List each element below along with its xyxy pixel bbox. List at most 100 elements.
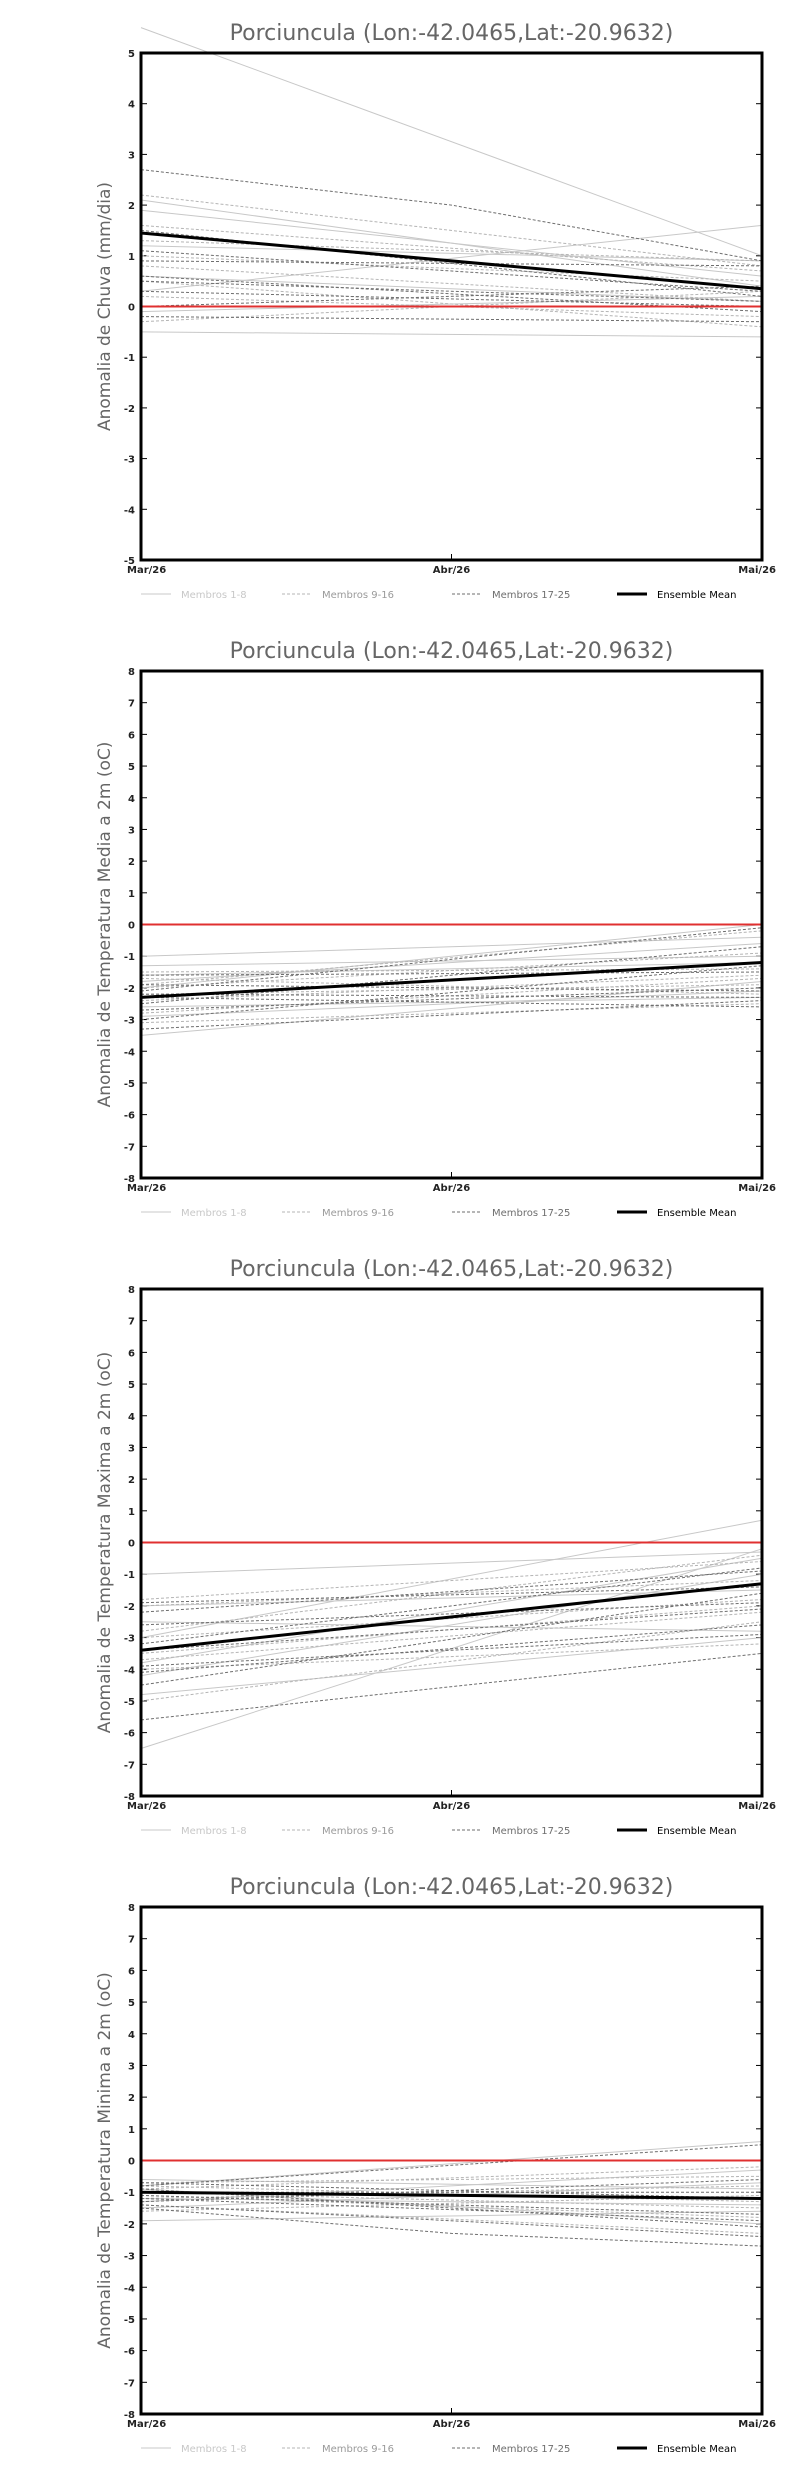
legend-label: Membros 1-8 (181, 1208, 247, 1219)
y-tick-label: 5 (128, 762, 135, 773)
y-tick-label: -1 (124, 2188, 135, 2199)
y-tick-label: -5 (124, 1079, 135, 1090)
member-line (140, 952, 763, 989)
y-tick-label: -4 (124, 505, 135, 516)
member-line (140, 1519, 763, 1639)
tmean-chart: Porciuncula (Lon:-42.0465,Lat:-20.9632) A… (0, 618, 800, 1236)
y-tick-label: -1 (124, 952, 135, 963)
y-tick-label: -4 (124, 1665, 135, 1676)
member-line (140, 943, 763, 982)
member-line (140, 2169, 763, 2203)
y-tick-label: 0 (128, 2157, 135, 2168)
member-line (140, 1621, 763, 1632)
x-tick-label: Abr/26 (433, 565, 470, 576)
y-tick-label: -5 (124, 1697, 135, 1708)
y-tick-label: -4 (124, 1047, 135, 1058)
legend-label: Ensemble Mean (657, 590, 736, 601)
y-tick-label: -8 (124, 1174, 135, 1185)
ensemble-mean-line (140, 2190, 763, 2200)
y-tick-label: 3 (128, 150, 135, 161)
x-tick-label: Mar/26 (127, 565, 166, 576)
member-line (140, 987, 763, 1011)
member-line (140, 984, 763, 992)
member-line (140, 1643, 763, 1670)
x-tick-label: Mai/26 (738, 1801, 776, 1812)
member-line (140, 962, 763, 976)
member-line (140, 255, 763, 282)
member-line (140, 280, 763, 328)
member-line (140, 1561, 763, 1600)
y-tick-label: 6 (128, 1966, 135, 1977)
y-tick-label: -3 (124, 2252, 135, 2263)
legend-label: Membros 9-16 (322, 590, 394, 601)
legend-label: Membros 9-16 (322, 1208, 394, 1219)
chart-svg: Porciuncula (Lon:-42.0465,Lat:-20.9632) A… (95, 639, 776, 1219)
y-tick-label: 5 (128, 1998, 135, 2009)
member-line (140, 1554, 763, 1632)
member-line (140, 1589, 763, 1607)
y-tick-label: -7 (124, 1142, 135, 1153)
member-line (140, 2194, 763, 2218)
tmax-chart: Porciuncula (Lon:-42.0465,Lat:-20.9632) A… (0, 1236, 800, 1854)
y-tick-label: -5 (124, 556, 135, 567)
y-tick-label: -1 (124, 353, 135, 364)
member-line (140, 285, 763, 307)
member-line (140, 280, 763, 302)
member-line (140, 965, 763, 1021)
member-line (140, 1551, 763, 1575)
member-line (140, 1599, 763, 1639)
member-line (140, 275, 763, 313)
member-line (140, 27, 763, 257)
member-line (140, 1557, 763, 1664)
y-tick-label: -6 (124, 1111, 135, 1122)
y-tick-label: 3 (128, 2061, 135, 2072)
chart-svg: Porciuncula (Lon:-42.0465,Lat:-20.9632) A… (95, 1257, 776, 1837)
x-tick-label: Mai/26 (738, 2419, 776, 2430)
member-line (140, 240, 763, 262)
y-tick-label: 3 (128, 1443, 135, 1454)
member-line (140, 1637, 763, 1696)
y-axis-label: Anomalia de Temperatura Media a 2m (oC) (95, 742, 115, 1108)
legend-label: Membros 17-25 (492, 2444, 570, 2455)
member-line (140, 2198, 763, 2222)
member-line (140, 930, 763, 986)
y-tick-label: 4 (128, 2030, 135, 2041)
member-line (140, 1611, 763, 1661)
member-line (140, 1608, 763, 1651)
y-tick-label: -2 (124, 404, 135, 415)
y-tick-label: 8 (128, 1903, 135, 1914)
legend-label: Membros 9-16 (322, 2444, 394, 2455)
legend-label: Ensemble Mean (657, 1826, 736, 1837)
ensemble-mean-line (140, 231, 763, 291)
member-line (140, 275, 763, 302)
member-line (140, 1624, 763, 1673)
chart-svg: Porciuncula (Lon:-42.0465,Lat:-20.9632) A… (95, 21, 776, 601)
y-tick-label: -8 (124, 1792, 135, 1803)
member-line (140, 971, 763, 976)
ensemble-mean-line (140, 961, 763, 999)
member-line (140, 990, 763, 1017)
member-line (140, 194, 763, 267)
member-line (140, 2198, 763, 2206)
y-tick-label: -6 (124, 2347, 135, 2358)
y-tick-label: 2 (128, 2093, 135, 2104)
y-tick-label: 1 (128, 1507, 135, 1518)
member-line (140, 1570, 763, 1613)
y-tick-label: 8 (128, 1285, 135, 1296)
y-tick-label: 2 (128, 1475, 135, 1486)
member-line (140, 2144, 763, 2187)
member-line (140, 2191, 763, 2209)
x-tick-label: Abr/26 (433, 1801, 470, 1812)
chart-title: Porciuncula (Lon:-42.0465,Lat:-20.9632) (230, 1257, 674, 1282)
member-line (140, 290, 763, 307)
member-line (140, 2207, 763, 2247)
y-tick-label: 0 (128, 303, 135, 314)
y-tick-label: -2 (124, 2220, 135, 2231)
member-line (140, 1633, 763, 1667)
y-tick-label: 7 (128, 1935, 135, 1946)
y-tick-label: 6 (128, 730, 135, 741)
y-tick-label: -3 (124, 1016, 135, 1027)
y-tick-label: 5 (128, 1380, 135, 1391)
plot-frame (139, 1287, 764, 1798)
member-line (140, 2175, 763, 2184)
